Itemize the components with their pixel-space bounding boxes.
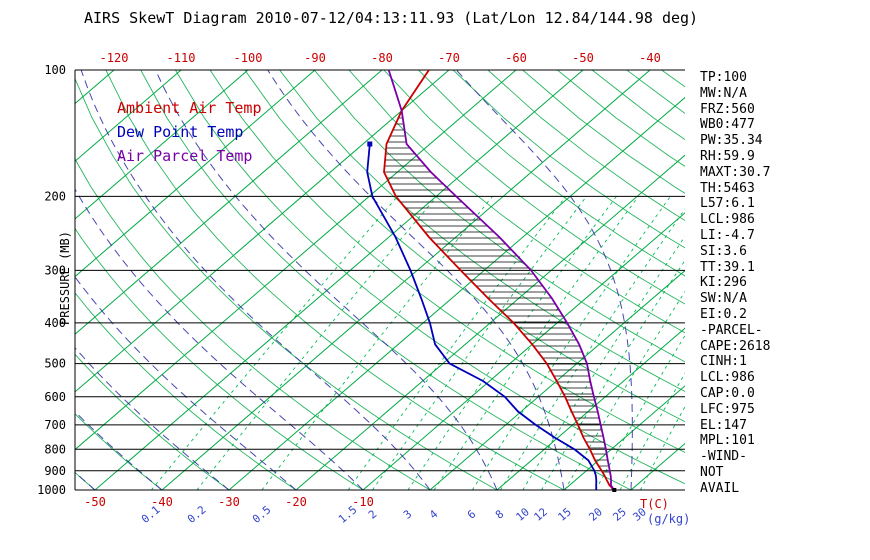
pressure-tick-label: 200: [44, 189, 66, 203]
stat-line: EL:147: [700, 417, 747, 433]
stat-line: MAXT:30.7: [700, 164, 771, 180]
stat-line: KI:296: [700, 275, 747, 291]
bottom-temp-label: -10: [352, 495, 374, 509]
stat-line: SI:3.6: [700, 243, 747, 259]
stat-line: RH:59.9: [700, 148, 755, 164]
top-temp-label: -120: [100, 51, 129, 65]
stat-line: LI:-4.7: [700, 227, 755, 243]
mixing-ratio-label: 3: [401, 508, 414, 522]
bottom-temp-label: -20: [285, 495, 307, 509]
stat-line: SW:N/A: [700, 291, 747, 307]
top-temp-label: -100: [234, 51, 263, 65]
stat-line: TP:100: [700, 70, 747, 85]
mixing-ratio-label: 0.5: [250, 503, 274, 526]
bottom-temp-label: -30: [218, 495, 240, 509]
top-temp-label: -70: [438, 51, 460, 65]
pressure-tick-label: 500: [44, 357, 66, 371]
pressure-tick-label: 900: [44, 464, 66, 478]
stat-line: -WIND-: [700, 449, 747, 465]
stats-panel: TP:100 MW:N/A FRZ:560 WB0:477 PW:35.34 RH:59.…: [700, 70, 770, 497]
stat-line: FRZ:560: [700, 101, 755, 117]
mixing-ratio-label: 8: [493, 508, 506, 522]
top-temp-label: -40: [639, 51, 661, 65]
stat-line: MPL:101: [700, 433, 755, 449]
curve-dew-point-temp: [366, 143, 598, 490]
temp-axis-unit: T(C): [640, 497, 669, 511]
stat-line: LFC:975: [700, 401, 755, 417]
pressure-grid: [74, 69, 685, 491]
mixing-ratio-label: 25: [610, 505, 629, 523]
mixing-ratio-label: 4: [427, 507, 441, 521]
isotherms: [75, 70, 685, 490]
top-temp-label: -80: [371, 51, 393, 65]
pressure-tick-label: 600: [44, 390, 66, 404]
mixing-ratio-label: 20: [586, 505, 605, 523]
surface-marker: [612, 488, 617, 492]
mixing-ratio-label: 15: [555, 505, 574, 523]
top-temp-label: -60: [505, 51, 527, 65]
top-temp-label: -50: [572, 51, 594, 65]
mixing-ratio-label: 6: [465, 508, 478, 522]
cape-hatch: [384, 111, 610, 473]
pressure-tick-label: 700: [44, 418, 66, 432]
legend-item: Air Parcel Temp: [117, 147, 253, 165]
sounding-curves: [366, 70, 615, 490]
top-temp-label: -110: [167, 51, 196, 65]
curve-ambient-air-temp: [383, 70, 615, 490]
dewpoint-end-marker: [367, 141, 373, 147]
top-temp-label: -90: [304, 51, 326, 65]
stat-line: LCL:986: [700, 212, 755, 228]
bottom-temp-label: -40: [151, 495, 173, 509]
pressure-tick-label: 100: [44, 63, 66, 77]
pressure-tick-label: 400: [44, 316, 66, 330]
stat-line: LCL:986: [700, 370, 755, 386]
pressure-tick-label: 300: [44, 263, 66, 277]
stat-line: CAP:0.0: [700, 385, 755, 401]
mixing-ratio-label: 2: [366, 508, 379, 522]
legend-item: Dew Point Temp: [117, 123, 244, 141]
stat-line: MW:N/A: [700, 85, 747, 101]
stat-line: EI:0.2: [700, 306, 747, 322]
pressure-axis-label: PRESSURE (MB): [58, 231, 72, 325]
mixing-ratio-label: 10: [513, 505, 532, 523]
stat-line: L57:6.1: [700, 196, 755, 212]
bottom-temp-label: -50: [84, 495, 106, 509]
stat-line: WB0:477: [700, 117, 755, 133]
mixing-axis-unit: (g/kg): [647, 512, 691, 526]
stat-line: TH:5463: [700, 180, 755, 196]
stat-line: TT:39.1: [700, 259, 755, 275]
stat-line: CAPE:2618: [700, 338, 771, 354]
pressure-tick-label: 800: [44, 442, 66, 456]
stat-line: PW:35.34: [700, 133, 763, 149]
legend-item: Ambient Air Temp: [117, 99, 262, 117]
dry-adiabats: [75, 70, 685, 490]
stat-line: CINH:1: [700, 354, 747, 370]
mixing-ratio-label: 0.2: [185, 503, 209, 526]
stat-line: AVAIL: [700, 480, 740, 496]
moist-adiabats: [75, 70, 633, 490]
chart-title: AIRS SkewT Diagram 2010-07-12/04:13:11.9…: [84, 9, 699, 27]
pressure-tick-label: 1000: [37, 483, 66, 497]
stat-line: NOT: [700, 464, 724, 480]
mixing-ratio-label: 12: [531, 505, 550, 523]
stat-line: -PARCEL-: [700, 322, 763, 338]
curve-air-parcel-temp: [387, 70, 614, 490]
